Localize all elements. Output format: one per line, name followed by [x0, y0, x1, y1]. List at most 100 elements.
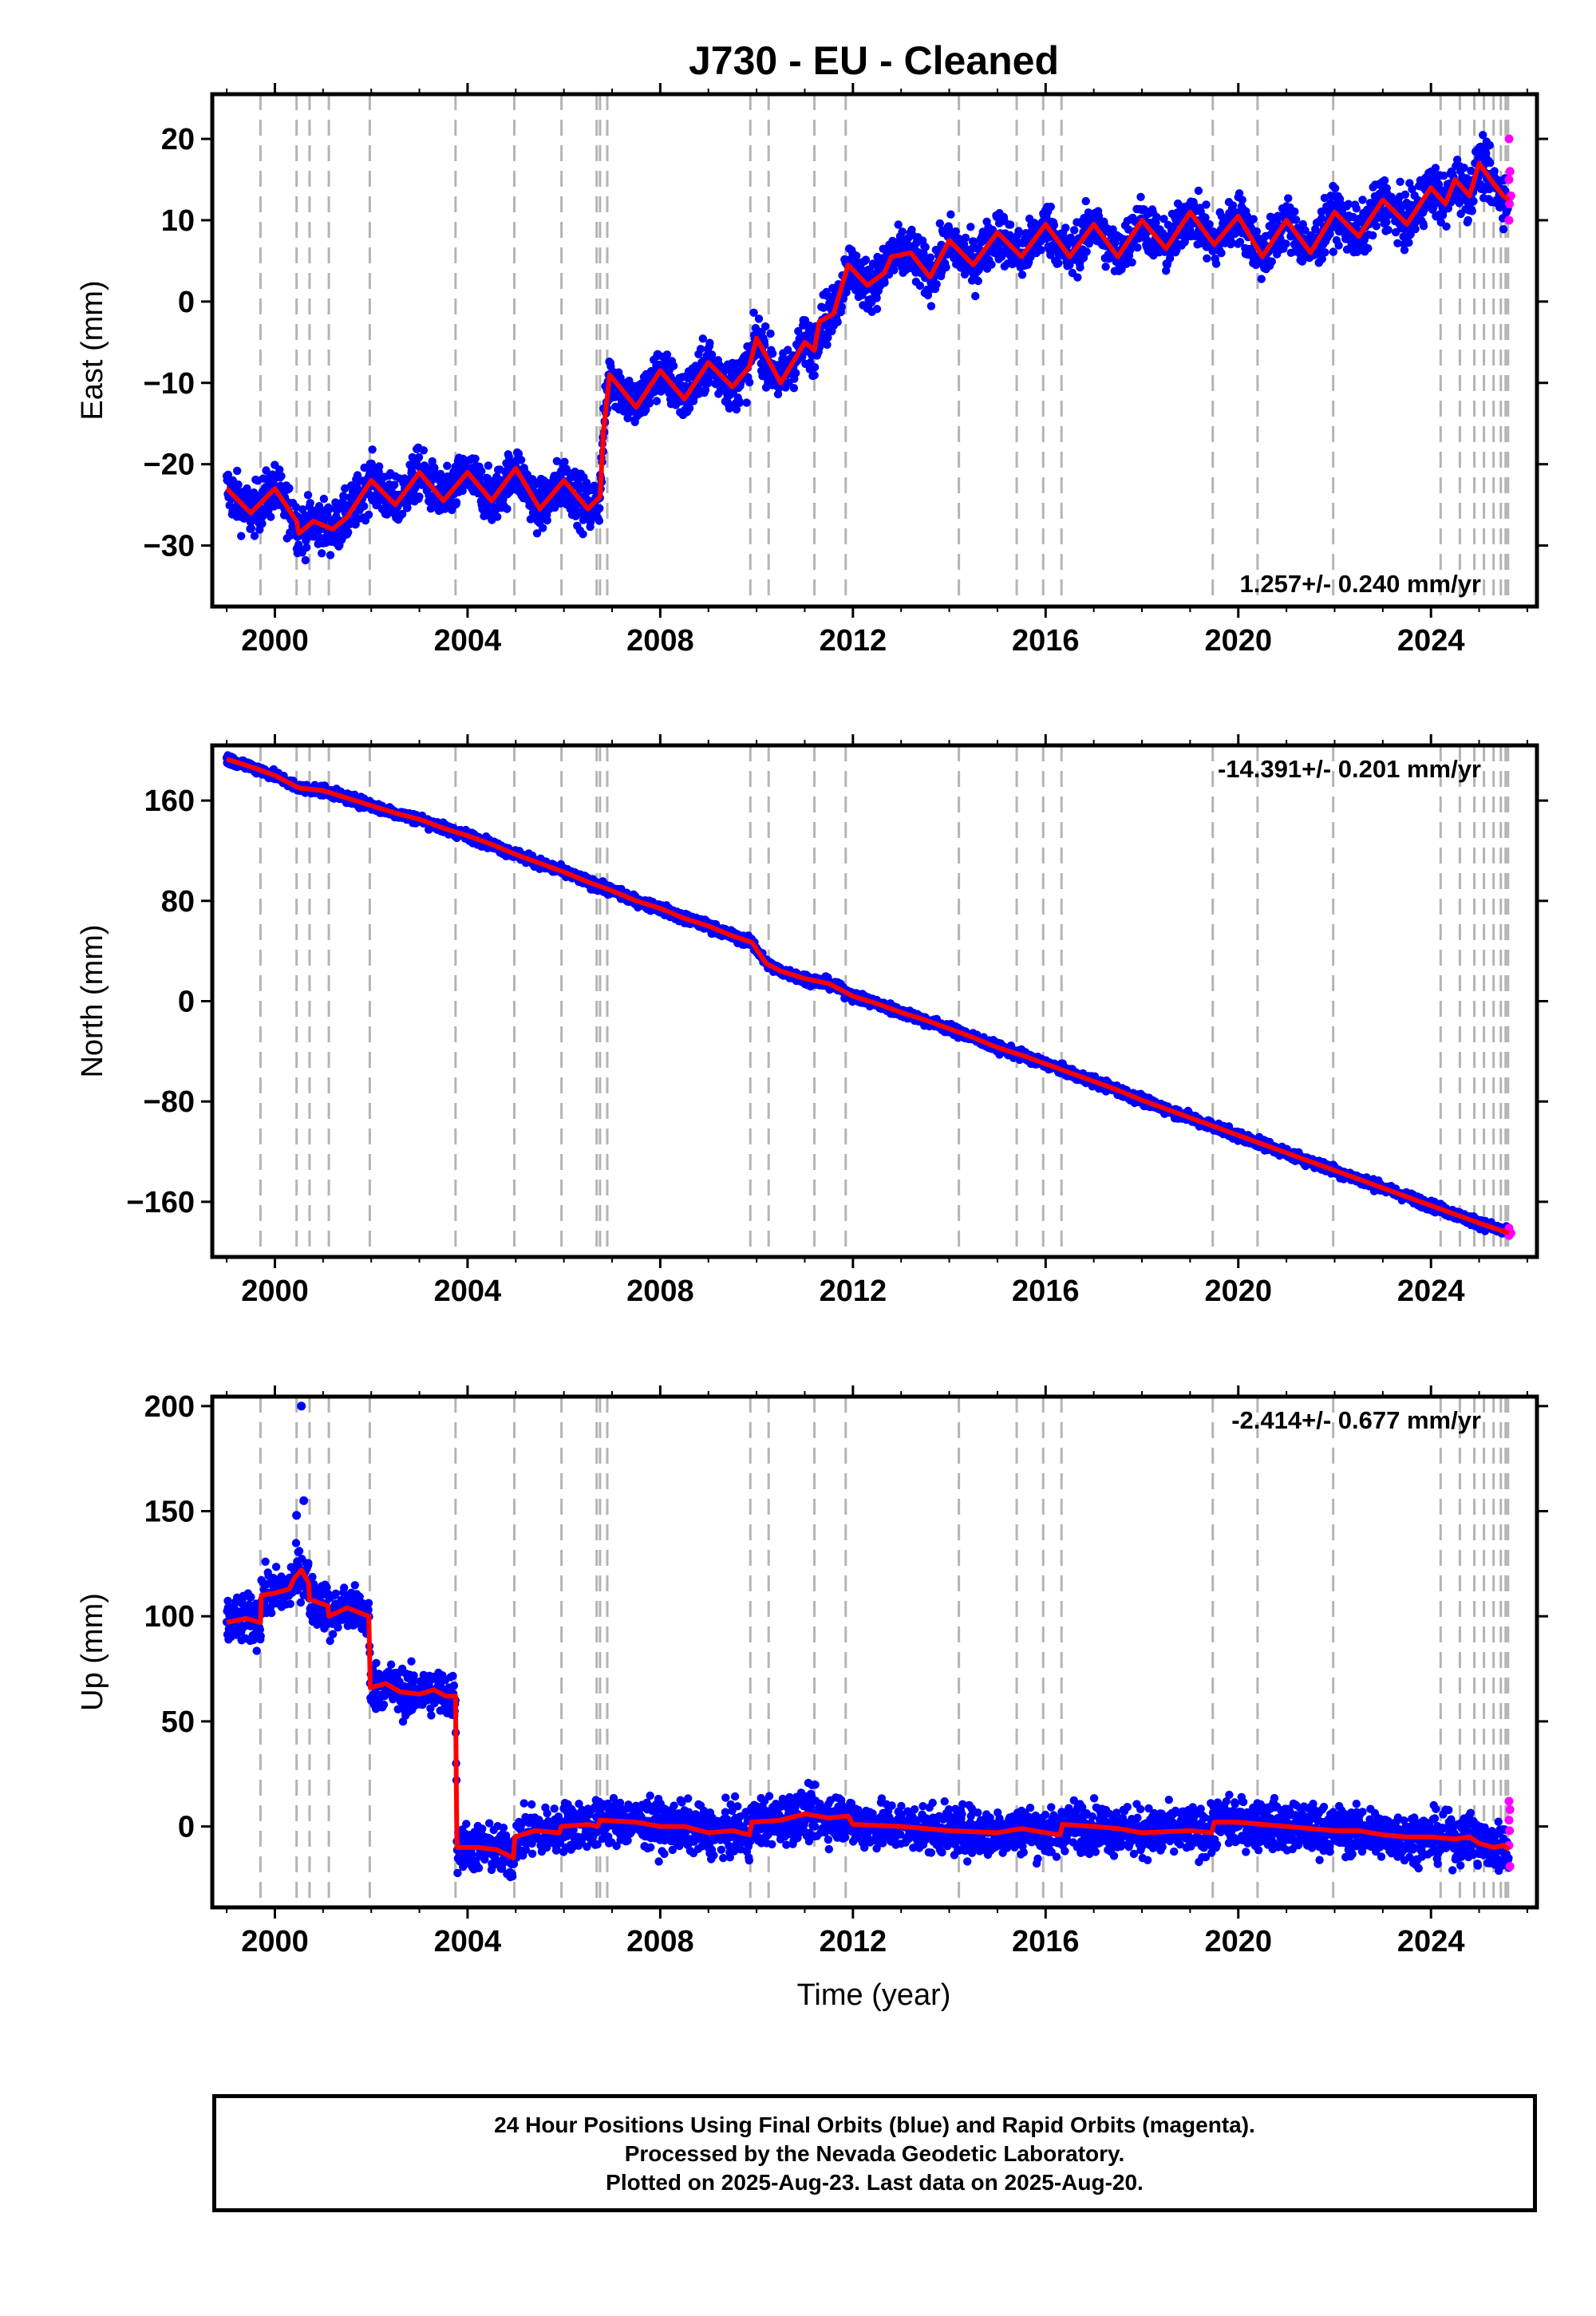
east-point	[1065, 261, 1074, 270]
east-point	[698, 334, 707, 343]
east-x-tick-label: 2016	[1012, 624, 1080, 658]
east-point	[935, 219, 945, 228]
east-point	[1152, 212, 1161, 222]
east-point	[1393, 239, 1402, 247]
east-rate-label: 1.257+/- 0.240 mm/yr	[1240, 570, 1481, 598]
east-point	[306, 499, 314, 508]
east-point	[705, 338, 714, 347]
east-point	[926, 253, 935, 262]
east-y-tick-label: −30	[144, 530, 195, 563]
east-point	[1344, 200, 1353, 208]
east-point	[872, 294, 881, 302]
east-point	[1382, 218, 1391, 227]
east-point	[411, 484, 420, 492]
east-point	[415, 492, 424, 501]
east-point	[701, 385, 710, 394]
east-point	[237, 532, 246, 540]
east-point	[291, 503, 301, 512]
east-point	[919, 249, 928, 258]
east-point	[1301, 226, 1310, 235]
east-point	[319, 494, 329, 504]
east-point	[833, 318, 842, 326]
east-point	[645, 399, 654, 408]
east-point	[1101, 263, 1110, 271]
east-point	[1250, 251, 1258, 260]
east-point	[625, 376, 634, 385]
east-point	[493, 512, 502, 521]
east-point	[898, 227, 907, 236]
east-point	[1329, 247, 1338, 256]
east-point	[1228, 201, 1238, 210]
east-point	[1317, 214, 1326, 223]
east-point	[642, 405, 650, 414]
east-point	[303, 491, 313, 500]
east-point	[974, 276, 983, 286]
east-point	[318, 549, 326, 558]
chart-title: J730 - EU - Cleaned	[689, 38, 1059, 83]
east-point	[1352, 204, 1361, 213]
east-point	[784, 346, 792, 354]
east-point	[1452, 156, 1462, 164]
east-point	[516, 456, 526, 464]
east-point	[302, 543, 311, 552]
east-point	[749, 308, 758, 317]
east-point	[503, 504, 512, 513]
east-point	[872, 305, 882, 314]
east-y-tick-label: −10	[144, 367, 195, 401]
east-point	[1330, 184, 1340, 193]
east-point	[742, 398, 751, 407]
east-point	[1482, 149, 1491, 158]
east-model-line	[224, 160, 1511, 536]
east-point	[471, 454, 480, 463]
east-point	[314, 502, 324, 511]
east-point	[1364, 244, 1373, 253]
east-point	[766, 329, 775, 338]
east-point	[341, 484, 350, 493]
east-x-tick-label: 2020	[1204, 624, 1272, 658]
east-point	[1017, 271, 1027, 279]
east-point	[1317, 255, 1327, 263]
east-frame	[210, 92, 1539, 609]
east-point	[579, 530, 587, 539]
east-point	[794, 326, 803, 336]
east-point	[880, 279, 889, 287]
east-point	[1400, 246, 1409, 255]
east-point	[326, 504, 334, 513]
east-point	[754, 314, 764, 323]
east-point	[532, 529, 542, 538]
east-point	[971, 291, 980, 301]
east-point	[966, 223, 975, 231]
east-point	[921, 243, 930, 251]
east-point	[1217, 248, 1226, 258]
east-point	[595, 516, 604, 525]
east-point	[837, 302, 846, 311]
east-point	[1419, 222, 1428, 231]
east-point	[1235, 237, 1245, 247]
east-point	[1201, 213, 1210, 222]
east-point	[543, 516, 551, 525]
east-point	[1037, 246, 1045, 255]
east-point	[970, 237, 978, 246]
east-point	[443, 461, 452, 470]
north-panel: 2000 2004 2008 2012 2016 2020 2024160800−80−16…	[76, 734, 1548, 1308]
east-point	[1049, 220, 1059, 230]
east-point	[810, 363, 820, 372]
east-point	[484, 461, 493, 470]
east-point	[310, 532, 318, 541]
east-y-tick-label: 20	[161, 123, 195, 156]
east-point	[852, 251, 861, 260]
east-point	[483, 474, 492, 483]
east-point	[823, 340, 832, 350]
east-point	[1108, 225, 1117, 234]
east-point	[1292, 215, 1301, 224]
east-point	[1334, 241, 1343, 250]
east-point	[552, 456, 562, 465]
east-point	[1325, 229, 1334, 239]
east-point	[247, 524, 256, 533]
east-point	[1205, 219, 1214, 229]
east-point	[745, 377, 754, 387]
east-point	[1358, 196, 1367, 204]
east-point	[732, 405, 741, 414]
east-y-tick-label: 10	[161, 204, 195, 238]
east-point	[1479, 131, 1487, 140]
